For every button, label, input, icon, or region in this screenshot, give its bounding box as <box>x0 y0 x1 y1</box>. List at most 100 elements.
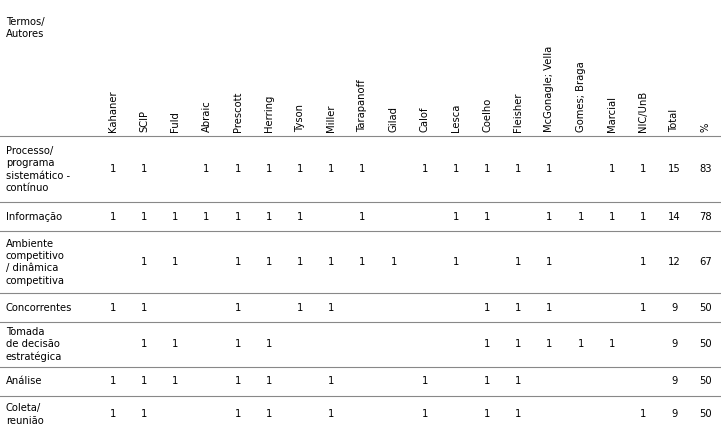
Text: Concorrentes: Concorrentes <box>6 302 72 313</box>
Text: Kahaner: Kahaner <box>108 90 118 132</box>
Text: 67: 67 <box>699 257 712 267</box>
Text: 1: 1 <box>453 257 459 267</box>
Text: 1: 1 <box>110 212 116 222</box>
Text: 1: 1 <box>141 164 147 174</box>
Text: 1: 1 <box>203 164 210 174</box>
Text: 1: 1 <box>234 302 241 313</box>
Text: Lesca: Lesca <box>451 104 461 132</box>
Text: Ambiente
competitivo
/ dinâmica
competitiva: Ambiente competitivo / dinâmica competit… <box>6 239 65 286</box>
Text: 1: 1 <box>234 409 241 420</box>
Text: 83: 83 <box>699 164 712 174</box>
Text: 1: 1 <box>640 164 646 174</box>
Text: 9: 9 <box>671 302 678 313</box>
Text: 1: 1 <box>484 340 490 349</box>
Text: 1: 1 <box>265 257 272 267</box>
Text: 1: 1 <box>359 212 366 222</box>
Text: Marcial: Marcial <box>607 96 617 132</box>
Text: 1: 1 <box>453 212 459 222</box>
Text: 1: 1 <box>359 164 366 174</box>
Text: 1: 1 <box>578 340 584 349</box>
Text: 1: 1 <box>297 212 304 222</box>
Text: Prescott: Prescott <box>233 92 243 132</box>
Text: 1: 1 <box>172 212 179 222</box>
Text: 1: 1 <box>141 340 147 349</box>
Text: Gilad: Gilad <box>389 106 399 132</box>
Text: 1: 1 <box>547 340 553 349</box>
Text: 1: 1 <box>453 164 459 174</box>
Text: 1: 1 <box>234 376 241 386</box>
Text: 1: 1 <box>234 257 241 267</box>
Text: Termos/
Autores: Termos/ Autores <box>6 17 45 39</box>
Text: 1: 1 <box>141 257 147 267</box>
Text: 1: 1 <box>484 164 490 174</box>
Text: McGonagle; Vella: McGonagle; Vella <box>544 46 554 132</box>
Text: Herring: Herring <box>264 95 274 132</box>
Text: 9: 9 <box>671 340 678 349</box>
Text: 1: 1 <box>609 164 615 174</box>
Text: 1: 1 <box>640 409 646 420</box>
Text: 9: 9 <box>671 376 678 386</box>
Text: 1: 1 <box>141 302 147 313</box>
Text: Miller: Miller <box>326 104 336 132</box>
Text: Total: Total <box>669 109 679 132</box>
Text: 1: 1 <box>203 212 210 222</box>
Text: 1: 1 <box>328 302 335 313</box>
Text: 1: 1 <box>422 409 428 420</box>
Text: 1: 1 <box>359 257 366 267</box>
Text: Calof: Calof <box>420 106 430 132</box>
Text: 1: 1 <box>328 257 335 267</box>
Text: 1: 1 <box>328 376 335 386</box>
Text: 14: 14 <box>668 212 681 222</box>
Text: 15: 15 <box>668 164 681 174</box>
Text: 1: 1 <box>515 164 521 174</box>
Text: 1: 1 <box>484 212 490 222</box>
Text: 1: 1 <box>515 257 521 267</box>
Text: 1: 1 <box>422 164 428 174</box>
Text: 1: 1 <box>640 257 646 267</box>
Text: 1: 1 <box>328 164 335 174</box>
Text: 1: 1 <box>609 340 615 349</box>
Text: 50: 50 <box>699 302 712 313</box>
Text: 1: 1 <box>110 376 116 386</box>
Text: 1: 1 <box>484 376 490 386</box>
Text: 1: 1 <box>547 164 553 174</box>
Text: 1: 1 <box>515 302 521 313</box>
Text: 1: 1 <box>328 409 335 420</box>
Text: 1: 1 <box>297 257 304 267</box>
Text: 1: 1 <box>265 376 272 386</box>
Text: 1: 1 <box>141 409 147 420</box>
Text: 1: 1 <box>484 409 490 420</box>
Text: 1: 1 <box>172 340 179 349</box>
Text: 1: 1 <box>141 212 147 222</box>
Text: Coleta/
reunião: Coleta/ reunião <box>6 403 43 426</box>
Text: Processo/
programa
sistemático -
contínuo: Processo/ programa sistemático - contínu… <box>6 146 70 193</box>
Text: 1: 1 <box>640 302 646 313</box>
Text: 9: 9 <box>671 409 678 420</box>
Text: 12: 12 <box>668 257 681 267</box>
Text: SCIP: SCIP <box>139 110 149 132</box>
Text: 1: 1 <box>547 302 553 313</box>
Text: 1: 1 <box>265 164 272 174</box>
Text: Análise: Análise <box>6 376 43 386</box>
Text: 1: 1 <box>110 302 116 313</box>
Text: NIC/UnB: NIC/UnB <box>638 91 648 132</box>
Text: 1: 1 <box>234 340 241 349</box>
Text: 1: 1 <box>640 212 646 222</box>
Text: Gomes; Braga: Gomes; Braga <box>575 61 585 132</box>
Text: Tyson: Tyson <box>295 104 305 132</box>
Text: 1: 1 <box>141 376 147 386</box>
Text: 1: 1 <box>297 302 304 313</box>
Text: 1: 1 <box>515 409 521 420</box>
Text: 1: 1 <box>110 409 116 420</box>
Text: 1: 1 <box>110 164 116 174</box>
Text: Abraic: Abraic <box>201 100 211 132</box>
Text: 1: 1 <box>265 409 272 420</box>
Text: Tomada
de decisão
estratégica: Tomada de decisão estratégica <box>6 327 62 362</box>
Text: 1: 1 <box>297 164 304 174</box>
Text: 78: 78 <box>699 212 712 222</box>
Text: 1: 1 <box>265 212 272 222</box>
Text: Informação: Informação <box>6 212 62 222</box>
Text: 1: 1 <box>547 212 553 222</box>
Text: 1: 1 <box>172 376 179 386</box>
Text: 1: 1 <box>547 257 553 267</box>
